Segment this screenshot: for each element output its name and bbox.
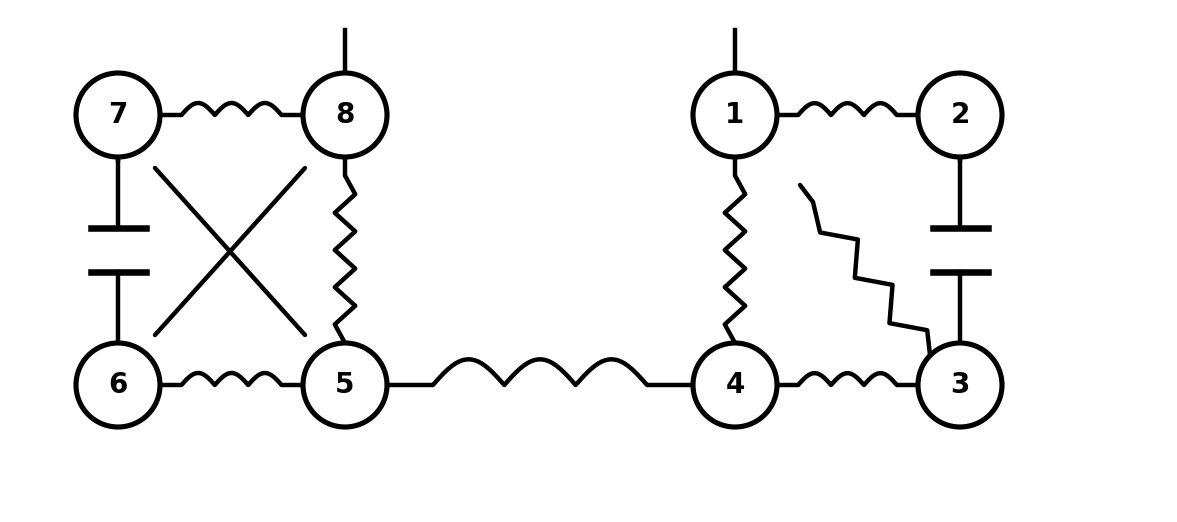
- Circle shape: [918, 73, 1002, 157]
- Text: 8: 8: [335, 101, 354, 129]
- Text: 2: 2: [950, 101, 970, 129]
- Text: 3: 3: [950, 371, 970, 399]
- Text: 4: 4: [725, 371, 745, 399]
- Circle shape: [693, 73, 777, 157]
- Text: 5: 5: [335, 371, 354, 399]
- Circle shape: [302, 73, 387, 157]
- Circle shape: [302, 343, 387, 427]
- Circle shape: [693, 343, 777, 427]
- Circle shape: [77, 343, 160, 427]
- Circle shape: [77, 73, 160, 157]
- Text: 1: 1: [725, 101, 745, 129]
- Circle shape: [918, 343, 1002, 427]
- Text: 6: 6: [108, 371, 127, 399]
- Text: 7: 7: [108, 101, 127, 129]
